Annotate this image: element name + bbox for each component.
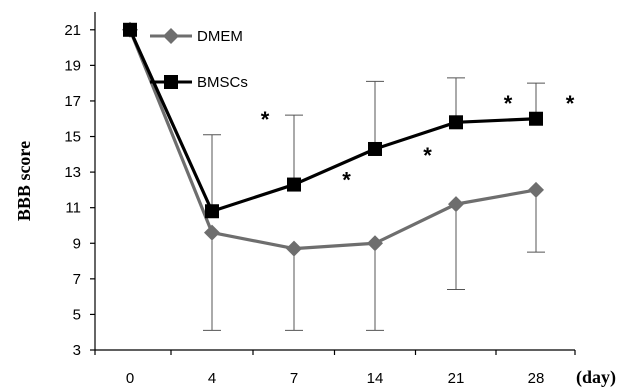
series-markers [122, 21, 544, 257]
significance-annotations: * * * * * [261, 91, 575, 192]
x-tick-label: 14 [367, 370, 384, 387]
y-ticks: 3 5 7 9 11 13 15 17 19 21 [64, 22, 95, 359]
significance-star: * [504, 91, 513, 116]
y-tick-label: 3 [73, 342, 81, 359]
x-axis-label: (day) [576, 367, 616, 388]
y-axis-label: BBB score [14, 141, 34, 221]
legend: DMEM BMSCs [150, 28, 248, 91]
significance-star: * [423, 143, 432, 168]
marker-dmem [367, 235, 383, 252]
legend-marker-dmem [163, 28, 179, 44]
marker-bmscs [449, 115, 463, 130]
legend-label-bmscs: BMSCs [197, 74, 248, 91]
y-tick-label: 17 [64, 93, 81, 110]
y-tick-label: 19 [64, 57, 81, 74]
x-tick-label: 7 [290, 370, 298, 387]
y-tick-label: 21 [64, 22, 81, 39]
x-tick-label: 28 [528, 370, 545, 387]
y-tick-label: 11 [65, 200, 81, 217]
marker-dmem [286, 240, 302, 257]
marker-dmem [528, 181, 544, 198]
y-tick-label: 9 [73, 235, 81, 252]
significance-star: * [566, 91, 575, 116]
marker-bmscs [368, 141, 382, 156]
legend-label-dmem: DMEM [197, 28, 243, 45]
x-tick-label: 4 [208, 370, 216, 387]
x-ticks: 0 4 7 14 21 28 (day) [94, 350, 616, 388]
marker-bmscs [287, 177, 301, 192]
legend-marker-bmscs [164, 75, 178, 89]
error-bars [203, 77, 545, 331]
axes [94, 12, 575, 351]
y-tick-label: 15 [64, 129, 81, 146]
marker-bmscs [529, 111, 543, 126]
marker-bmscs [123, 22, 137, 37]
y-tick-label: 5 [73, 306, 81, 323]
marker-dmem [204, 224, 220, 241]
y-tick-label: 7 [73, 271, 81, 288]
y-tick-label: 13 [64, 164, 81, 181]
series-lines [128, 29, 537, 251]
marker-bmscs [205, 204, 219, 219]
x-tick-label: 21 [448, 370, 465, 387]
marker-dmem [448, 196, 464, 213]
series-line-bmscs [128, 29, 537, 213]
significance-star: * [261, 107, 270, 132]
series-line-dmem [128, 29, 537, 251]
x-tick-label: 0 [126, 370, 134, 387]
significance-star: * [342, 168, 351, 193]
